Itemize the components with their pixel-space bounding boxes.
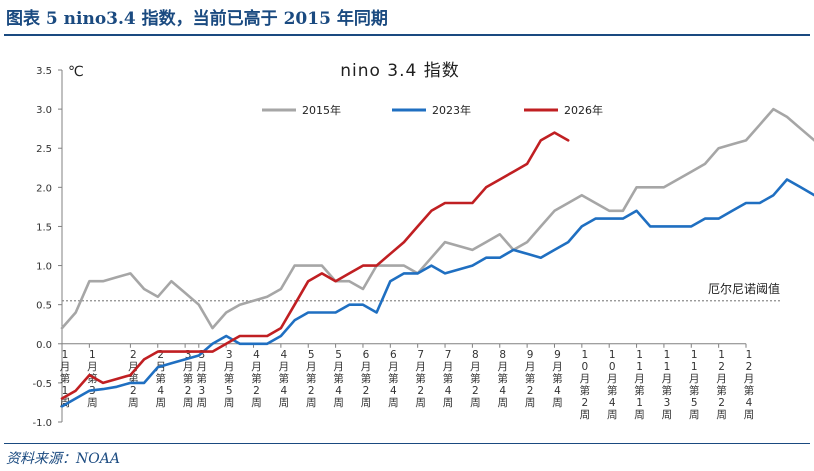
x-tick-label: 1 1 月第 5 周 [689,349,700,421]
series-line-2026年 [60,131,570,400]
legend: 2015年 2023年 2026年 [262,103,603,117]
x-tick-label: 1 月第 1 周 [60,349,71,409]
header-divider [4,34,810,36]
x-tick-label: 1 2 月第 4 周 [744,349,755,421]
source-note: 资料来源：NOAA [6,451,120,467]
x-tick-label: 2 月第 2 周 [128,349,139,409]
x-tick-label: 5 月第 2 周 [306,349,317,409]
x-tick-label: 6 月第 4 周 [388,349,399,409]
figure-title: 图表 5 nino3.4 指数，当前已高于 2015 年同期 [6,9,388,29]
x-tick-label: 9 月第 4 周 [552,349,563,409]
x-tick-label: 8 月第 4 周 [498,349,509,409]
x-tick-label: 9 月第 2 周 [525,349,536,409]
x-tick-label: 1 0 月第 2 周 [580,349,591,421]
y-tick-label: 2.5 [36,144,52,155]
x-tick-label: 7 月第 4 周 [443,349,454,409]
legend-label: 2026年 [564,103,603,117]
figure-header: 图表 5 nino3.4 指数，当前已高于 2015 年同期 [0,0,814,36]
x-tick-label: 5 月第 4 周 [333,349,344,409]
series-lines [60,107,814,408]
x-tick-label: 4 月第 4 周 [279,349,290,409]
legend-label: 2023年 [432,103,471,117]
y-tick-label: 3.0 [36,105,52,116]
x-tick-label: 3 月第 3 周 [197,349,208,409]
y-tick-label: -0.5 [32,379,52,390]
y-tick-label: 1.0 [36,262,52,273]
y-unit-label: ℃ [68,64,84,80]
x-tick-label: 7 月第 2 周 [415,349,426,409]
legend-label: 2015年 [302,103,341,117]
chart-title: nino 3.4 指数 [340,61,460,81]
y-tick-label: -1.0 [32,418,52,429]
x-tick-label: 1 2 月第 2 周 [716,349,727,421]
nino34-line-chart: nino 3.4 指数 ℃ 3.5 3.0 2.5 2.0 1.5 1.0 0.5 0.0 -0… [32,61,814,429]
x-tick-label: 1 1 月第 1 周 [634,349,645,421]
series-line-2015年 [60,107,814,330]
x-tick-label: 8 月第 2 周 [470,349,481,409]
x-tick-label: 3 月第 2 周 [183,349,194,409]
footer-divider [4,443,810,444]
x-tick-label: 1 0 月第 4 周 [607,349,618,421]
y-tick-label: 0.0 [36,340,52,351]
y-tick-label: 0.5 [36,301,52,312]
x-tick-label: 1 1 月第 3 周 [662,349,673,421]
y-tick-label: 1.5 [36,222,52,233]
series-line-2023年 [60,178,814,408]
x-tick-label: 6 月第 2 周 [361,349,372,409]
threshold-line: 厄尔尼诺阈值 [62,281,782,302]
x-tick-label: 2 月第 4 周 [156,349,167,409]
x-tick-label: 3 月第 5 周 [224,349,235,409]
y-tick-label: 2.0 [36,183,52,194]
threshold-label: 厄尔尼诺阈值 [708,281,780,296]
axes: 3.53.02.52.01.51.00.50.0-0.5-1.01 月第 1 周1 月第… [32,66,754,429]
x-tick-label: 4 月第 2 周 [251,349,262,409]
y-tick-label: 3.5 [36,66,52,77]
